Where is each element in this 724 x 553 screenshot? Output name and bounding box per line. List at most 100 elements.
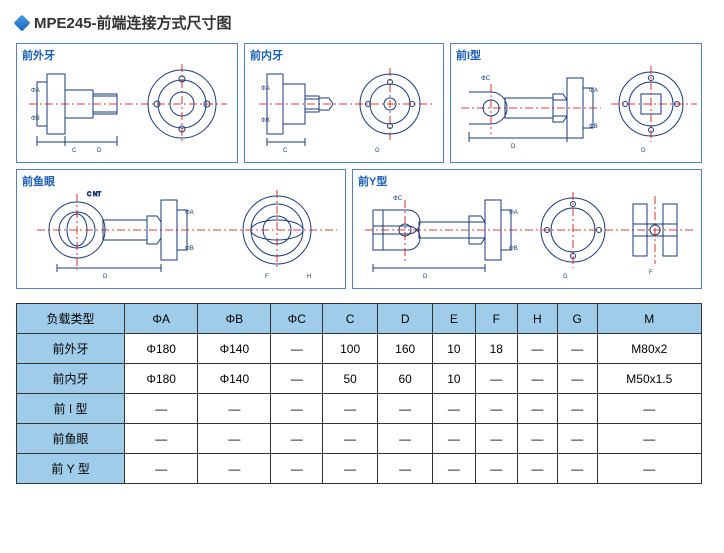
panel-front-internal-thread: 前内牙 xyxy=(244,43,444,163)
table-cell: — xyxy=(433,454,475,484)
table-row: 前内牙Φ180Φ140—506010———M50x1.5 xyxy=(17,364,702,394)
table-cell: — xyxy=(271,364,323,394)
table-cell: — xyxy=(271,334,323,364)
table-cell: 10 xyxy=(433,334,475,364)
table-cell: — xyxy=(323,394,378,424)
table-cell: M80x2 xyxy=(597,334,701,364)
svg-text:F: F xyxy=(649,270,653,276)
table-cell: M50x1.5 xyxy=(597,364,701,394)
row-header: 前内牙 xyxy=(17,364,125,394)
table-cell: — xyxy=(198,394,271,424)
col-header: D xyxy=(378,304,433,334)
table-cell: — xyxy=(597,394,701,424)
svg-text:ΦB: ΦB xyxy=(509,246,518,252)
svg-text:D: D xyxy=(511,144,516,150)
table-cell: — xyxy=(557,364,597,394)
table-cell: — xyxy=(475,364,517,394)
table-cell: — xyxy=(125,394,198,424)
col-header: E xyxy=(433,304,475,334)
col-header: ΦA xyxy=(125,304,198,334)
svg-text:ΦA: ΦA xyxy=(185,210,194,216)
svg-text:ΦC: ΦC xyxy=(393,196,403,202)
table-cell: — xyxy=(597,454,701,484)
row-header: 前 Y 型 xyxy=(17,454,125,484)
table-cell: — xyxy=(198,454,271,484)
svg-text:G: G xyxy=(563,274,568,280)
diagram-front-fisheye: C NT ΦAΦB D FH xyxy=(17,170,347,290)
col-header: F xyxy=(475,304,517,334)
col-header: H xyxy=(517,304,557,334)
table-cell: — xyxy=(271,394,323,424)
svg-text:ΦB: ΦB xyxy=(185,246,194,252)
table-cell: — xyxy=(198,424,271,454)
panel-label: 前外牙 xyxy=(22,47,55,63)
table-cell: — xyxy=(475,454,517,484)
row-header: 前鱼眼 xyxy=(17,424,125,454)
table-cell: — xyxy=(557,454,597,484)
table-cell: 60 xyxy=(378,364,433,394)
diagram-front-y-type: ΦC ΦAΦB D G F xyxy=(353,170,703,290)
table-cell: — xyxy=(557,334,597,364)
svg-text:ΦA: ΦA xyxy=(31,88,40,94)
table-cell: — xyxy=(378,424,433,454)
table-cell: — xyxy=(557,394,597,424)
diagram-panels: 前外牙 xyxy=(16,43,708,289)
table-row: 前 Y 型—————————— xyxy=(17,454,702,484)
table-cell: 50 xyxy=(323,364,378,394)
svg-text:ΦB: ΦB xyxy=(261,118,270,124)
dimension-table: 负载类型 ΦA ΦB ΦC C D E F H G M 前外牙Φ180Φ140—… xyxy=(16,303,702,484)
col-header: C xyxy=(323,304,378,334)
panel-front-fisheye: 前鱼眼 C NT xyxy=(16,169,346,289)
col-header: M xyxy=(597,304,701,334)
table-row: 前鱼眼—————————— xyxy=(17,424,702,454)
table-cell: — xyxy=(125,454,198,484)
table-cell: — xyxy=(517,424,557,454)
table-cell: — xyxy=(557,424,597,454)
table-cell: — xyxy=(475,424,517,454)
table-cell: — xyxy=(433,394,475,424)
table-header-row: 负载类型 ΦA ΦB ΦC C D E F H G M xyxy=(17,304,702,334)
table-cell: — xyxy=(323,424,378,454)
panel-front-y-type: 前Y型 xyxy=(352,169,702,289)
row-header: 前外牙 xyxy=(17,334,125,364)
panel-label: 前Y型 xyxy=(358,173,387,189)
col-header: G xyxy=(557,304,597,334)
table-cell: — xyxy=(597,424,701,454)
table-cell: Φ180 xyxy=(125,364,198,394)
svg-text:ΦA: ΦA xyxy=(509,210,518,216)
svg-text:C NT: C NT xyxy=(87,192,101,198)
svg-text:ΦB: ΦB xyxy=(31,116,40,122)
panel-front-i-type: 前I型 xyxy=(450,43,702,163)
table-cell: 100 xyxy=(323,334,378,364)
table-cell: — xyxy=(271,454,323,484)
table-cell: — xyxy=(125,424,198,454)
svg-text:D: D xyxy=(97,148,102,154)
diagram-front-i-type: ΦC ΦAΦB D G xyxy=(451,44,703,164)
table-body: 前外牙Φ180Φ140—1001601018——M80x2前内牙Φ180Φ140… xyxy=(17,334,702,484)
table-cell: — xyxy=(517,454,557,484)
svg-text:C: C xyxy=(283,148,288,154)
table-cell: — xyxy=(517,394,557,424)
table-row: 前 I 型—————————— xyxy=(17,394,702,424)
table-cell: — xyxy=(378,454,433,484)
page-title-row: MPE245-前端连接方式尺寸图 xyxy=(16,12,708,33)
row-header: 前 I 型 xyxy=(17,394,125,424)
table-cell: — xyxy=(517,364,557,394)
table-cell: — xyxy=(271,424,323,454)
table-cell: Φ140 xyxy=(198,364,271,394)
svg-text:H: H xyxy=(307,274,311,280)
table-cell: — xyxy=(323,454,378,484)
svg-text:D: D xyxy=(103,274,108,280)
table-cell: — xyxy=(433,424,475,454)
table-cell: — xyxy=(378,394,433,424)
svg-text:ΦB: ΦB xyxy=(589,124,598,130)
svg-text:G: G xyxy=(375,148,380,154)
table-cell: 10 xyxy=(433,364,475,394)
panel-front-external-thread: 前外牙 xyxy=(16,43,238,163)
table-cell: — xyxy=(517,334,557,364)
col-header: ΦB xyxy=(198,304,271,334)
diamond-icon xyxy=(14,14,31,31)
svg-text:C: C xyxy=(72,148,77,154)
svg-text:ΦC: ΦC xyxy=(481,76,491,82)
panel-label: 前I型 xyxy=(456,47,481,63)
